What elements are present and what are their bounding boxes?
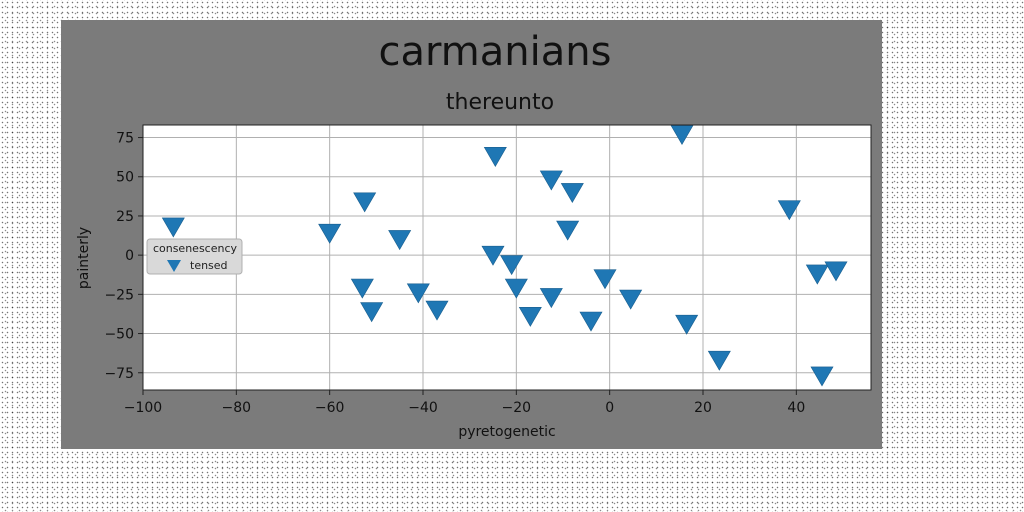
x-tick-label: −80 [222, 400, 252, 416]
legend: consenescency tensed [146, 238, 243, 275]
legend-title: consenescency [153, 242, 238, 255]
data-point [560, 183, 584, 204]
legend-marker [167, 260, 181, 272]
data-point [556, 220, 580, 241]
x-tick-label: 40 [787, 400, 805, 416]
y-axis-label: painterly [76, 227, 92, 289]
data-point [707, 350, 731, 371]
y-tick-label: 0 [125, 248, 134, 264]
data-point [539, 170, 563, 191]
data-point [318, 223, 342, 244]
data-point [500, 255, 524, 276]
y-tick-label: 75 [116, 131, 134, 147]
x-tick-label: −100 [124, 400, 162, 416]
data-point [824, 261, 848, 282]
data-point [353, 192, 377, 213]
data-point [593, 269, 617, 290]
data-point [777, 200, 801, 221]
x-axis-label: pyretogenetic [458, 424, 555, 440]
y-tick-label: −75 [104, 366, 134, 382]
y-tick-label: −50 [104, 327, 134, 343]
chart-title: carmanians [379, 29, 612, 75]
data-point [483, 147, 507, 167]
data-point [539, 288, 563, 309]
y-tick-label: −25 [104, 287, 134, 303]
data-point [161, 217, 185, 238]
data-point [425, 300, 449, 321]
data-points [161, 125, 848, 387]
data-point [388, 230, 412, 251]
y-tick-label: 25 [116, 209, 134, 225]
x-tick-label: 0 [605, 400, 614, 416]
data-point [805, 264, 829, 285]
axis-ticks: −100 −80 −60 −40 −20 0 20 40 75 50 25 0 −25 −50 −75 [104, 131, 805, 416]
chart-subtitle: thereunto [446, 90, 554, 115]
data-point [579, 311, 603, 332]
data-point [406, 283, 430, 304]
plot-frame [142, 124, 872, 391]
grid-lines [142, 125, 871, 390]
data-point [619, 289, 643, 310]
data-point [518, 307, 542, 327]
x-tick-label: −60 [315, 400, 345, 416]
data-point [350, 278, 374, 299]
x-tick-label: 20 [694, 400, 712, 416]
data-point [481, 245, 505, 266]
y-tick-label: 50 [116, 170, 134, 186]
x-tick-label: −40 [408, 400, 438, 416]
data-point [504, 278, 528, 299]
data-point [360, 302, 384, 323]
data-point [810, 366, 834, 387]
x-tick-label: −20 [502, 400, 532, 416]
data-point [675, 314, 699, 335]
legend-entry: tensed [190, 259, 228, 272]
